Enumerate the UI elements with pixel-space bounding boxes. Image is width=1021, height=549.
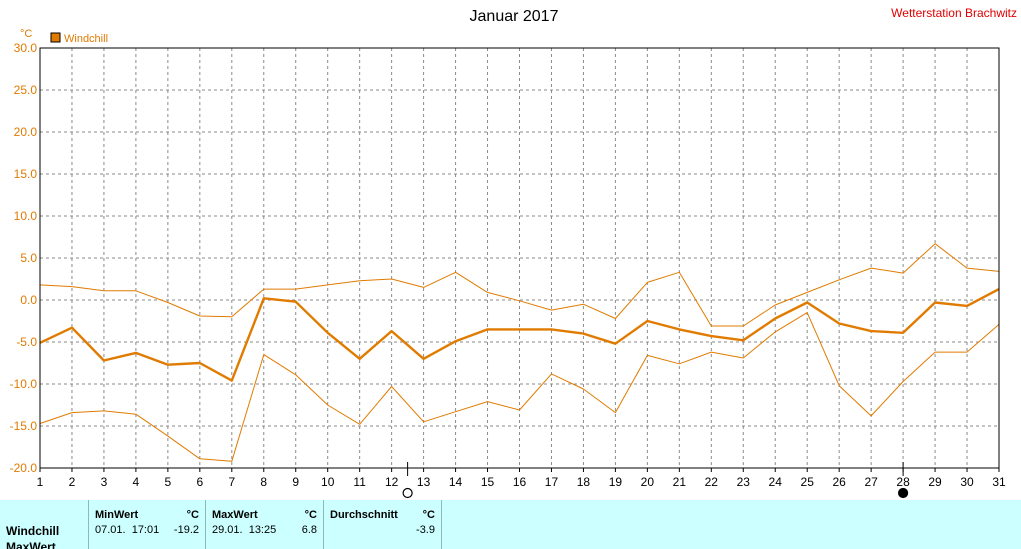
chart-title: Januar 2017 bbox=[470, 8, 559, 25]
x-tick-label-18: 19 bbox=[609, 475, 623, 489]
row-label-maxwert: MaxWert bbox=[6, 540, 56, 549]
x-tick-label-21: 22 bbox=[705, 475, 719, 489]
x-tick-label-22: 23 bbox=[737, 475, 751, 489]
series-line-min bbox=[39, 312, 1000, 462]
series-line-avg bbox=[39, 288, 1000, 382]
max-datetime: 29.01. 13:25 bbox=[212, 524, 277, 536]
y-tick-label-4: 10.0 bbox=[14, 209, 38, 223]
series-lines bbox=[39, 243, 1000, 462]
max-unit: °C bbox=[304, 509, 317, 521]
y-tick-label-1: 25.0 bbox=[14, 83, 38, 97]
x-tick-label-1: 2 bbox=[69, 475, 76, 489]
x-tick-label-5: 6 bbox=[196, 475, 203, 489]
y-tick-label-0: 30.0 bbox=[14, 41, 38, 55]
min-header: MinWert bbox=[95, 509, 139, 521]
stats-min-column: MinWert °C 07.01. 17:01 -19.2 bbox=[89, 500, 206, 549]
x-tick-label-0: 1 bbox=[37, 475, 44, 489]
legend: Windchill bbox=[50, 32, 108, 45]
new-moon-icon-1 bbox=[897, 487, 909, 499]
x-tick-label-7: 8 bbox=[260, 475, 267, 489]
min-datetime: 07.01. 17:01 bbox=[95, 524, 160, 536]
x-tick-label-10: 11 bbox=[353, 475, 366, 489]
y-tick-label-10: -20.0 bbox=[10, 461, 38, 475]
plot-frame bbox=[39, 47, 1000, 469]
x-tick-label-2: 3 bbox=[101, 475, 108, 489]
x-tick-label-30: 31 bbox=[992, 475, 1006, 489]
x-tick-label-8: 9 bbox=[292, 475, 299, 489]
station-name: Wetterstation Brachwitz bbox=[891, 6, 1017, 20]
x-tick-label-23: 24 bbox=[769, 475, 783, 489]
row-label-windchill: Windchill bbox=[6, 524, 60, 538]
y-tick-label-8: -10.0 bbox=[10, 377, 38, 391]
y-tick-label-6: 0.0 bbox=[20, 293, 37, 307]
stats-label-column: Windchill MaxWert bbox=[0, 500, 89, 549]
x-tick-label-19: 20 bbox=[641, 475, 655, 489]
max-header: MaxWert bbox=[212, 509, 258, 521]
avg-value: -3.9 bbox=[416, 524, 435, 536]
x-tick-label-17: 18 bbox=[577, 475, 591, 489]
x-tick-label-6: 7 bbox=[228, 475, 235, 489]
x-tick-label-29: 30 bbox=[960, 475, 974, 489]
stats-avg-column: Durchschnitt °C -3.9 bbox=[324, 500, 442, 549]
y-axis-ticks: 30.0 25.0 20.0 15.0 10.0 5.0 0.0 -5.0 -10.0 -15.0… bbox=[10, 41, 38, 475]
chart: Januar 2017 Wetterstation Brachwitz °C W… bbox=[10, 6, 1017, 499]
x-tick-label-26: 27 bbox=[864, 475, 878, 489]
avg-unit: °C bbox=[422, 509, 435, 521]
y-tick-label-3: 15.0 bbox=[14, 167, 38, 181]
moon-markers bbox=[402, 462, 909, 499]
x-tick-label-12: 13 bbox=[417, 475, 431, 489]
x-tick-label-14: 15 bbox=[481, 475, 495, 489]
stats-max-column: MaxWert °C 29.01. 13:25 6.8 bbox=[206, 500, 324, 549]
full-moon-icon-0 bbox=[402, 487, 413, 499]
legend-swatch-windchill bbox=[50, 32, 61, 43]
x-tick-label-25: 26 bbox=[832, 475, 846, 489]
avg-header: Durchschnitt bbox=[330, 509, 398, 521]
x-tick-label-16: 17 bbox=[545, 475, 559, 489]
series-line-max bbox=[39, 243, 1000, 327]
x-tick-label-28: 29 bbox=[928, 475, 942, 489]
x-tick-label-15: 16 bbox=[513, 475, 527, 489]
y-tick-label-9: -15.0 bbox=[10, 419, 38, 433]
x-tick-label-3: 4 bbox=[133, 475, 140, 489]
legend-label-windchill: Windchill bbox=[64, 33, 108, 45]
max-value: 6.8 bbox=[301, 524, 317, 536]
min-unit: °C bbox=[186, 509, 199, 521]
y-tick-label-2: 20.0 bbox=[14, 125, 38, 139]
x-tick-label-27: 28 bbox=[896, 475, 910, 489]
x-tick-label-20: 21 bbox=[673, 475, 687, 489]
x-tick-label-11: 12 bbox=[385, 475, 399, 489]
x-tick-label-4: 5 bbox=[165, 475, 172, 489]
x-tick-label-24: 25 bbox=[801, 475, 815, 489]
grid bbox=[39, 47, 1000, 469]
x-tick-label-9: 10 bbox=[321, 475, 335, 489]
y-tick-label-5: 5.0 bbox=[20, 251, 37, 265]
min-value: -19.2 bbox=[173, 524, 199, 536]
x-tick-label-13: 14 bbox=[449, 475, 463, 489]
x-axis-ticks: 1 2 3 4 5 6 7 8 9 10 11 12 13 14 15 16 17 18 19 20 21 22 23 24 2… bbox=[37, 468, 1006, 489]
stats-panel: Windchill MaxWert MinWert °C 07.01. 17:0… bbox=[0, 500, 1021, 549]
y-tick-label-7: -5.0 bbox=[16, 335, 37, 349]
y-unit: °C bbox=[20, 28, 32, 40]
